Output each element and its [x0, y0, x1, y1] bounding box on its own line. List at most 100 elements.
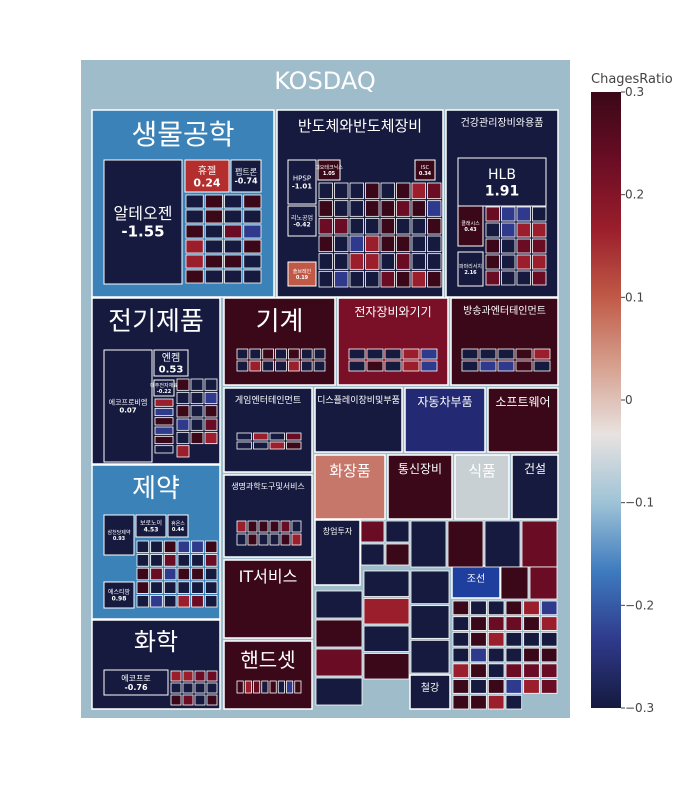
- small-stock-tile[interactable]: [236, 533, 247, 546]
- small-stock-tile[interactable]: [236, 360, 249, 372]
- small-stock-tile[interactable]: [410, 520, 447, 568]
- small-stock-tile[interactable]: [163, 581, 177, 594]
- small-stock-tile[interactable]: [291, 520, 302, 533]
- small-stock-tile[interactable]: [243, 209, 262, 224]
- small-stock-tile[interactable]: [176, 378, 190, 391]
- small-stock-tile[interactable]: [204, 391, 218, 405]
- small-stock-tile[interactable]: [411, 270, 426, 288]
- small-stock-tile[interactable]: [540, 679, 558, 694]
- small-stock-tile[interactable]: [516, 222, 531, 238]
- small-stock-tile[interactable]: [318, 235, 333, 253]
- small-stock-tile[interactable]: [365, 200, 380, 217]
- small-stock-tile[interactable]: [487, 679, 505, 694]
- small-stock-tile[interactable]: [194, 670, 206, 682]
- small-stock-tile[interactable]: [224, 239, 243, 254]
- small-stock-tile[interactable]: [182, 694, 194, 706]
- small-stock-tile[interactable]: [396, 253, 411, 270]
- small-stock-tile[interactable]: [154, 417, 174, 426]
- small-stock-tile[interactable]: [540, 600, 558, 616]
- small-stock-tile[interactable]: [136, 567, 150, 581]
- small-stock-tile[interactable]: [269, 533, 280, 546]
- small-stock-tile[interactable]: [204, 239, 223, 254]
- small-stock-tile[interactable]: [470, 679, 487, 694]
- small-stock-tile[interactable]: [396, 235, 411, 253]
- small-stock-tile[interactable]: [177, 567, 191, 581]
- small-stock-tile[interactable]: [204, 567, 218, 581]
- small-stock-tile[interactable]: [410, 570, 450, 605]
- small-stock-tile[interactable]: [236, 520, 247, 533]
- stock-tile[interactable]: [103, 349, 153, 463]
- small-stock-tile[interactable]: [427, 253, 442, 270]
- stock-tile[interactable]: [103, 581, 135, 609]
- small-stock-tile[interactable]: [244, 680, 252, 694]
- small-stock-tile[interactable]: [447, 520, 484, 568]
- small-stock-tile[interactable]: [269, 432, 285, 441]
- small-stock-tile[interactable]: [269, 441, 285, 450]
- small-stock-tile[interactable]: [516, 254, 531, 270]
- small-stock-tile[interactable]: [452, 647, 470, 663]
- small-stock-tile[interactable]: [365, 182, 380, 200]
- small-stock-tile[interactable]: [365, 235, 380, 253]
- small-stock-tile[interactable]: [470, 632, 487, 647]
- sector-tile[interactable]: [387, 454, 453, 520]
- small-stock-tile[interactable]: [532, 270, 547, 286]
- small-stock-tile[interactable]: [540, 616, 558, 631]
- small-stock-tile[interactable]: [136, 540, 150, 554]
- small-stock-tile[interactable]: [487, 632, 505, 647]
- small-stock-tile[interactable]: [275, 360, 287, 372]
- small-stock-tile[interactable]: [249, 360, 262, 372]
- small-stock-tile[interactable]: [176, 431, 190, 445]
- small-stock-tile[interactable]: [497, 360, 515, 372]
- small-stock-tile[interactable]: [485, 254, 500, 270]
- small-stock-tile[interactable]: [396, 182, 411, 200]
- sector-tile[interactable]: [454, 454, 510, 520]
- small-stock-tile[interactable]: [365, 270, 380, 288]
- small-stock-tile[interactable]: [269, 680, 277, 694]
- small-stock-tile[interactable]: [177, 581, 191, 594]
- small-stock-tile[interactable]: [363, 653, 410, 680]
- small-stock-tile[interactable]: [505, 632, 523, 647]
- small-stock-tile[interactable]: [427, 200, 442, 217]
- small-stock-tile[interactable]: [204, 254, 223, 269]
- small-stock-tile[interactable]: [411, 253, 426, 270]
- small-stock-tile[interactable]: [470, 647, 487, 663]
- small-stock-tile[interactable]: [360, 543, 385, 566]
- small-stock-tile[interactable]: [170, 670, 182, 682]
- small-stock-tile[interactable]: [315, 619, 363, 648]
- small-stock-tile[interactable]: [385, 520, 410, 543]
- small-stock-tile[interactable]: [224, 224, 243, 239]
- small-stock-tile[interactable]: [318, 253, 333, 270]
- small-stock-tile[interactable]: [177, 595, 191, 608]
- small-stock-tile[interactable]: [258, 520, 269, 533]
- small-stock-tile[interactable]: [243, 239, 262, 254]
- small-stock-tile[interactable]: [280, 520, 291, 533]
- stock-tile[interactable]: [457, 205, 484, 247]
- small-stock-tile[interactable]: [501, 222, 516, 238]
- small-stock-tile[interactable]: [501, 270, 516, 286]
- small-stock-tile[interactable]: [191, 567, 204, 581]
- small-stock-tile[interactable]: [170, 694, 182, 706]
- small-stock-tile[interactable]: [206, 694, 218, 706]
- small-stock-tile[interactable]: [206, 682, 218, 694]
- small-stock-tile[interactable]: [261, 680, 269, 694]
- small-stock-tile[interactable]: [515, 348, 533, 360]
- small-stock-tile[interactable]: [501, 206, 516, 222]
- small-stock-tile[interactable]: [176, 445, 190, 458]
- small-stock-tile[interactable]: [334, 182, 349, 200]
- small-stock-tile[interactable]: [313, 348, 326, 360]
- small-stock-tile[interactable]: [334, 217, 349, 235]
- small-stock-tile[interactable]: [224, 254, 243, 269]
- small-stock-tile[interactable]: [452, 600, 470, 616]
- small-stock-tile[interactable]: [402, 348, 420, 360]
- small-stock-tile[interactable]: [334, 253, 349, 270]
- small-stock-tile[interactable]: [154, 407, 174, 417]
- small-stock-tile[interactable]: [191, 595, 204, 608]
- small-stock-tile[interactable]: [262, 360, 274, 372]
- small-stock-tile[interactable]: [280, 533, 291, 546]
- small-stock-tile[interactable]: [318, 182, 333, 200]
- small-stock-tile[interactable]: [253, 432, 269, 441]
- small-stock-tile[interactable]: [420, 348, 438, 360]
- small-stock-tile[interactable]: [204, 269, 223, 284]
- small-stock-tile[interactable]: [182, 670, 194, 682]
- small-stock-tile[interactable]: [532, 222, 547, 238]
